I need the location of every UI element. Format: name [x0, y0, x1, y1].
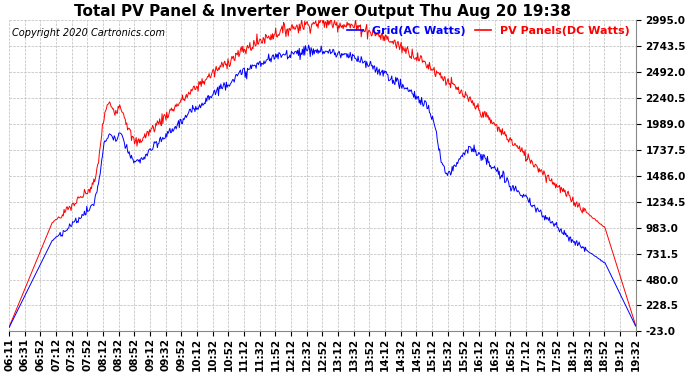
- Legend: Grid(AC Watts), PV Panels(DC Watts): Grid(AC Watts), PV Panels(DC Watts): [342, 21, 635, 40]
- Text: Copyright 2020 Cartronics.com: Copyright 2020 Cartronics.com: [12, 28, 166, 38]
- Title: Total PV Panel & Inverter Power Output Thu Aug 20 19:38: Total PV Panel & Inverter Power Output T…: [74, 4, 571, 19]
